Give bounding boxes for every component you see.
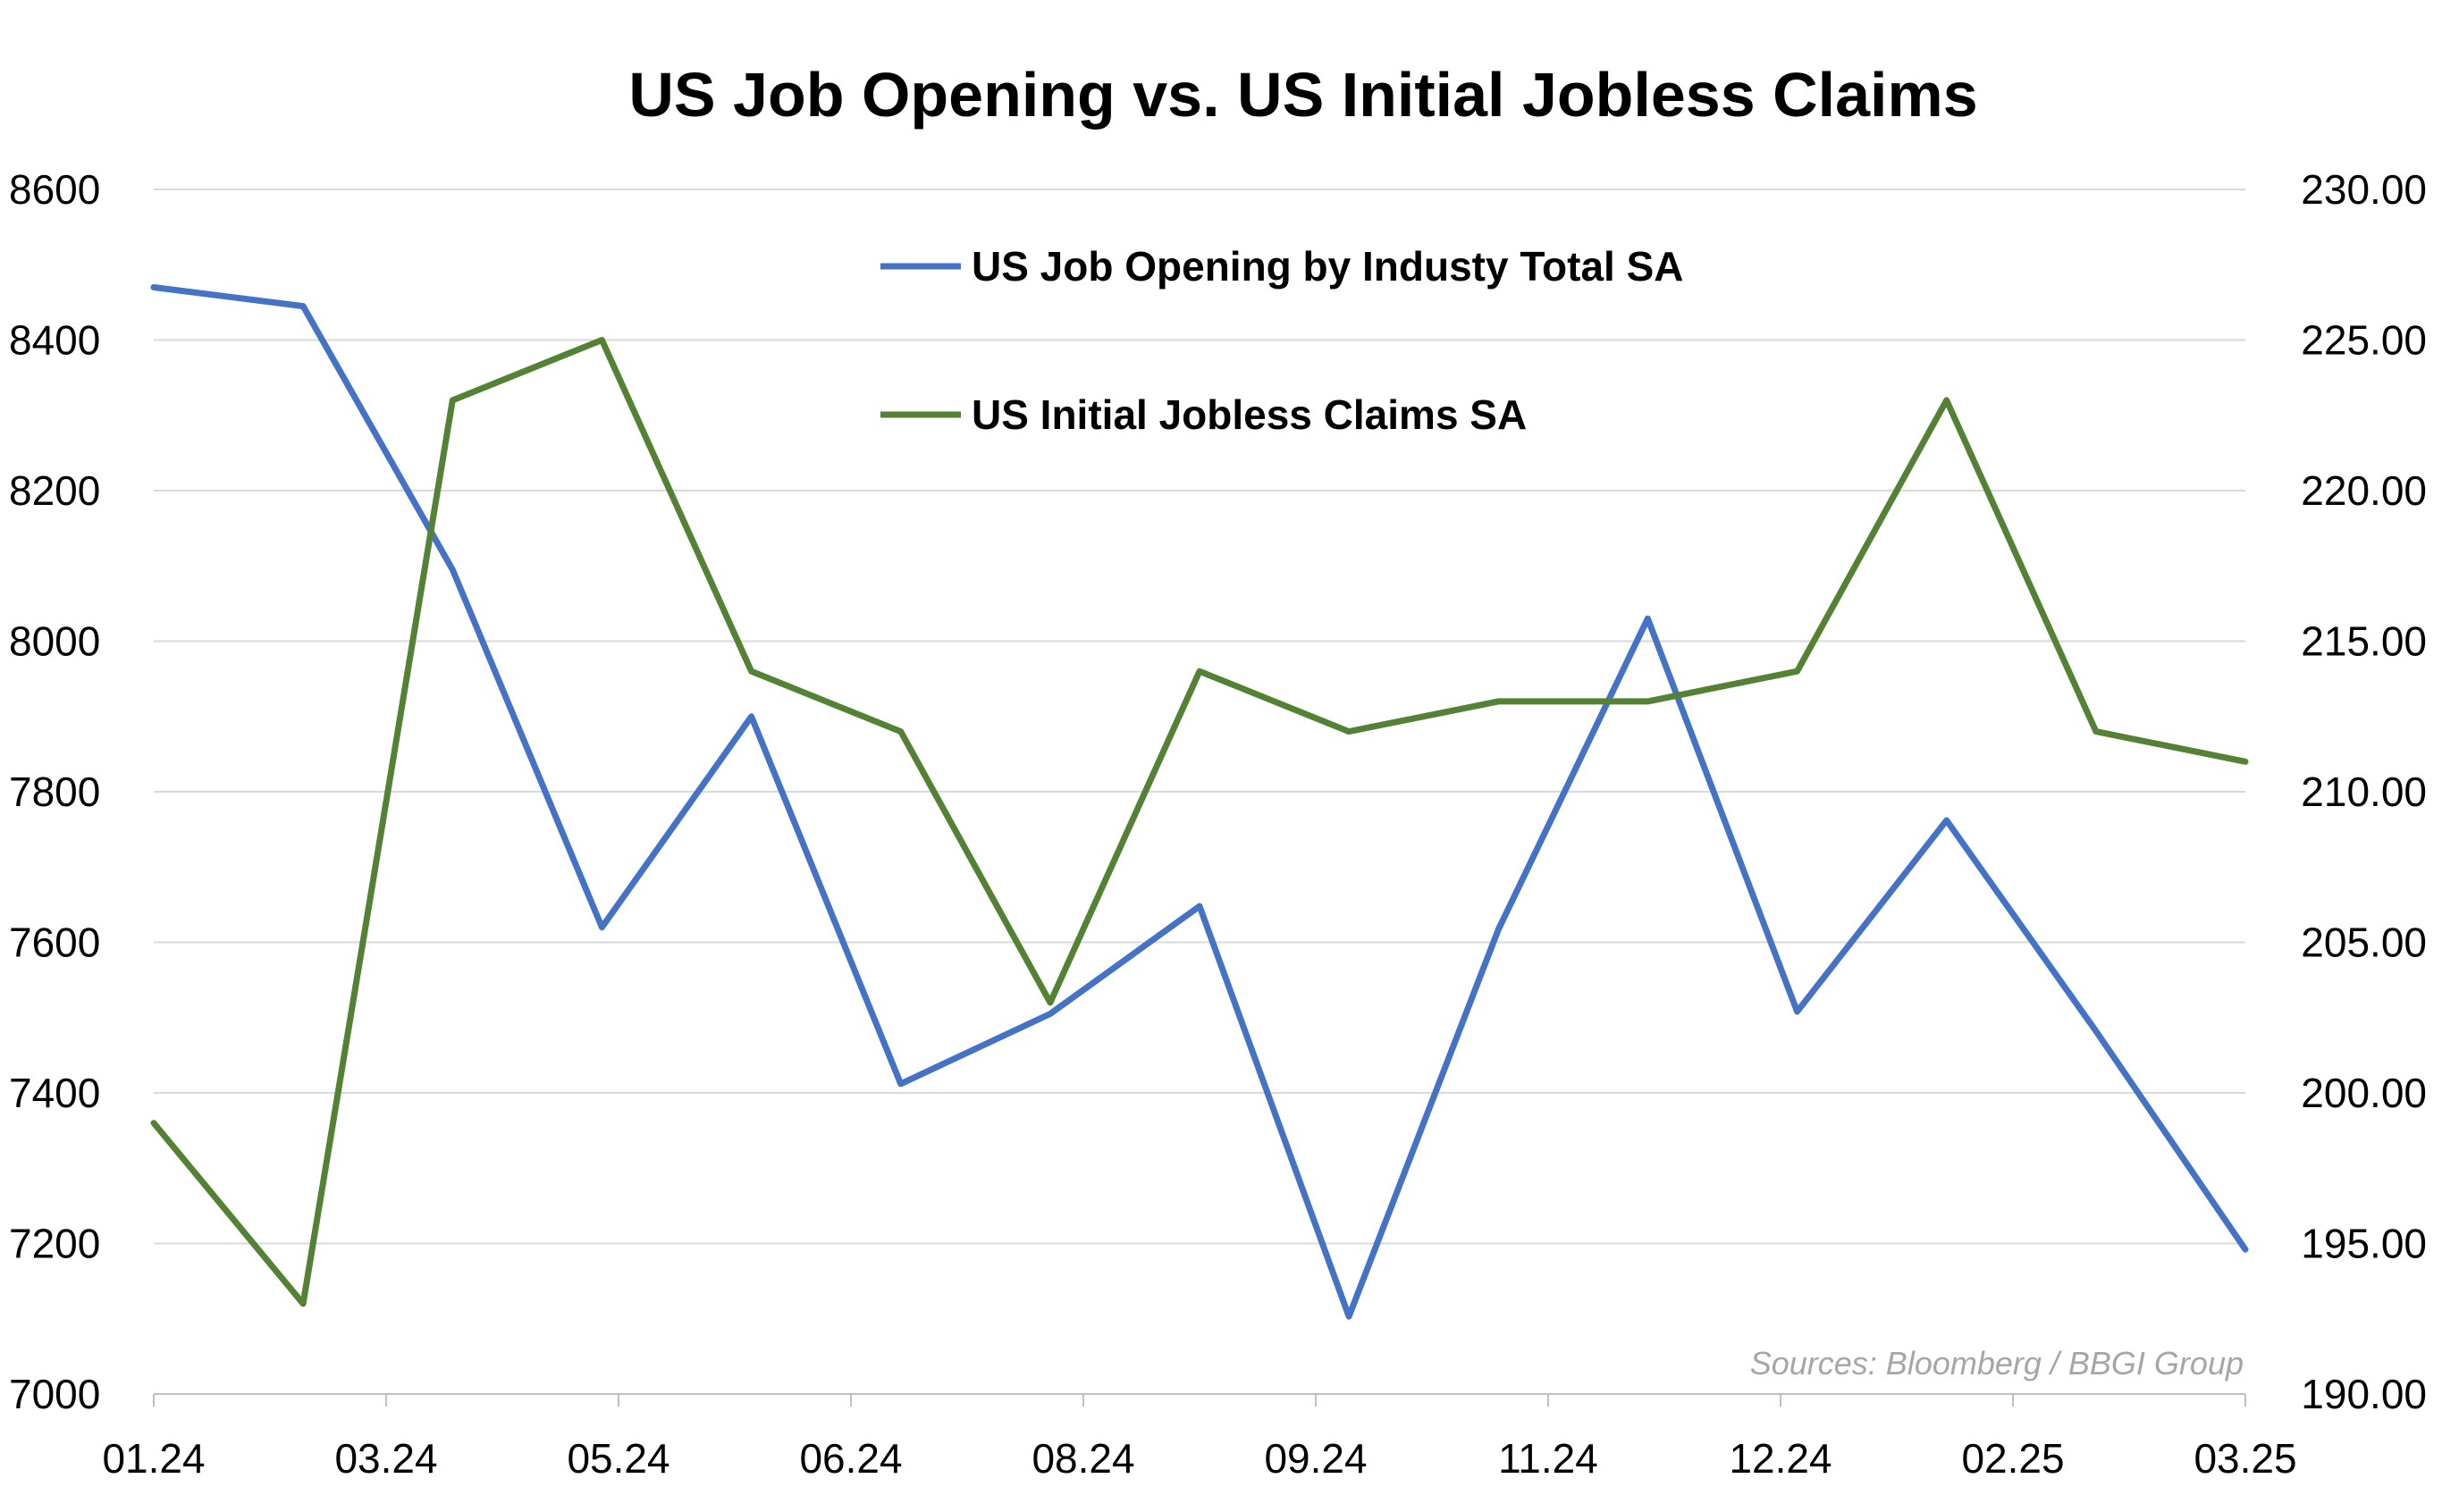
left-tick-label: 7000 (9, 1371, 100, 1417)
right-tick-label: 225.00 (2301, 317, 2427, 364)
x-tick-label: 05.24 (567, 1435, 669, 1482)
x-tick-label: 11.24 (1498, 1435, 1598, 1482)
right-tick-label: 200.00 (2301, 1070, 2427, 1116)
x-tick-label: 06.24 (799, 1435, 902, 1482)
right-tick-label: 230.00 (2301, 166, 2427, 213)
left-tick-label: 8600 (9, 166, 100, 213)
legend-label-jobless-claims: US Initial Jobless Claims SA (972, 391, 1527, 438)
x-tick-label: 09.24 (1264, 1435, 1367, 1482)
chart-title: US Job Opening vs. US Initial Jobless Cl… (628, 60, 1977, 130)
x-tick-label: 12.24 (1729, 1435, 1832, 1482)
legend: US Job Opening by Industy Total SA US In… (880, 243, 1684, 438)
right-tick-label: 215.00 (2301, 618, 2427, 665)
right-axis-ticks: 190.00 195.00 200.00 205.00 210.00 215.00 220.… (2301, 166, 2427, 1417)
right-tick-label: 205.00 (2301, 920, 2427, 966)
x-tick-label: 01.24 (102, 1435, 205, 1482)
legend-label-job-openings: US Job Opening by Industy Total SA (972, 243, 1684, 290)
gridlines (154, 189, 2245, 1245)
series-lines (150, 284, 2249, 1320)
series-line-job-openings (150, 284, 2249, 1320)
x-tick-label: 08.24 (1032, 1435, 1134, 1482)
right-tick-label: 195.00 (2301, 1221, 2427, 1267)
x-tick-label: 02.25 (1961, 1435, 2064, 1482)
right-tick-label: 220.00 (2301, 467, 2427, 514)
left-tick-label: 8400 (9, 317, 100, 364)
x-axis-ticks: 01.24 03.24 05.24 06.24 08.24 09.24 11.24 12.24… (102, 1394, 2297, 1482)
left-tick-label: 7800 (9, 769, 100, 815)
left-tick-label: 7200 (9, 1221, 100, 1267)
left-tick-label: 7400 (9, 1070, 100, 1116)
left-tick-label: 8000 (9, 618, 100, 665)
x-tick-label: 03.24 (334, 1435, 437, 1482)
left-tick-label: 8200 (9, 467, 100, 514)
left-tick-label: 7600 (9, 920, 100, 966)
left-axis-ticks: 7000 7200 7400 7600 7800 8000 8200 8400 8600 (9, 166, 100, 1417)
series-line-jobless-claims (150, 337, 2249, 1307)
x-tick-label: 03.25 (2194, 1435, 2296, 1482)
source-note: Sources: Bloomberg / BBGI Group (1750, 1345, 2244, 1382)
right-tick-label: 190.00 (2301, 1371, 2427, 1417)
right-tick-label: 210.00 (2301, 769, 2427, 815)
